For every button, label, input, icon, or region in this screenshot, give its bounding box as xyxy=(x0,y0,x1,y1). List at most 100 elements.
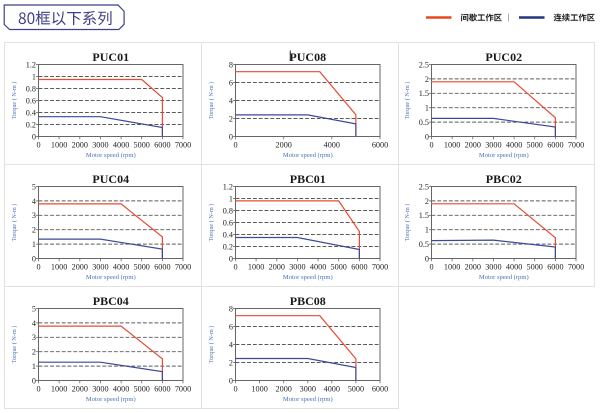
svg-text:4: 4 xyxy=(32,197,36,206)
svg-text:3000: 3000 xyxy=(92,262,108,271)
svg-text:1.2: 1.2 xyxy=(223,182,233,191)
svg-text:6000: 6000 xyxy=(372,140,388,149)
svg-text:0: 0 xyxy=(429,262,433,271)
svg-text:1.5: 1.5 xyxy=(419,89,429,98)
svg-text:0: 0 xyxy=(36,384,40,393)
svg-text:0: 0 xyxy=(425,132,429,141)
svg-text:1000: 1000 xyxy=(444,262,460,271)
svg-text:2: 2 xyxy=(425,197,429,206)
svg-text:2: 2 xyxy=(425,75,429,84)
svg-text:0.5: 0.5 xyxy=(419,118,429,127)
svg-text:0: 0 xyxy=(233,140,237,149)
svg-text:0: 0 xyxy=(429,140,433,149)
svg-text:1: 1 xyxy=(32,362,36,371)
svg-text:6000: 6000 xyxy=(154,140,170,149)
svg-text:5: 5 xyxy=(32,304,36,313)
svg-text:1000: 1000 xyxy=(251,384,267,393)
svg-text:8: 8 xyxy=(229,304,233,313)
svg-text:0: 0 xyxy=(233,384,237,393)
svg-text:4000: 4000 xyxy=(113,140,129,149)
svg-text:1.2: 1.2 xyxy=(26,60,36,69)
svg-text:4000: 4000 xyxy=(113,262,129,271)
svg-text:2000: 2000 xyxy=(72,140,88,149)
svg-text:0.6: 0.6 xyxy=(26,96,36,105)
svg-text:3000: 3000 xyxy=(485,262,501,271)
svg-text:3000: 3000 xyxy=(300,384,316,393)
svg-text:3000: 3000 xyxy=(289,262,305,271)
svg-text:1: 1 xyxy=(32,72,36,81)
svg-text:8: 8 xyxy=(229,60,233,69)
svg-text:Torque ( N-m ): Torque ( N-m ) xyxy=(208,82,215,120)
svg-text:2: 2 xyxy=(32,226,36,235)
svg-text:Torque ( N-m ): Torque ( N-m ) xyxy=(11,326,18,364)
svg-text:0: 0 xyxy=(32,376,36,385)
svg-text:0.2: 0.2 xyxy=(223,242,233,251)
svg-text:4000: 4000 xyxy=(310,262,326,271)
svg-text:6: 6 xyxy=(229,78,233,87)
svg-text:7000: 7000 xyxy=(175,140,191,149)
svg-text:0.4: 0.4 xyxy=(26,108,36,117)
svg-text:4: 4 xyxy=(229,96,233,105)
svg-text:4000: 4000 xyxy=(113,384,129,393)
svg-text:5000: 5000 xyxy=(331,262,347,271)
svg-text:1: 1 xyxy=(229,194,233,203)
svg-text:5000: 5000 xyxy=(134,140,150,149)
svg-text:Motor speed (rpm): Motor speed (rpm) xyxy=(479,274,529,281)
svg-text:PBC02: PBC02 xyxy=(486,172,522,186)
svg-text:0.2: 0.2 xyxy=(26,120,36,129)
svg-text:6: 6 xyxy=(229,322,233,331)
svg-text:2.5: 2.5 xyxy=(419,182,429,191)
svg-text:7000: 7000 xyxy=(568,262,584,271)
svg-text:2000: 2000 xyxy=(269,262,285,271)
svg-text:1: 1 xyxy=(425,226,429,235)
svg-text:1000: 1000 xyxy=(51,384,67,393)
svg-text:7000: 7000 xyxy=(175,262,191,271)
svg-text:Torque ( N-m ): Torque ( N-m ) xyxy=(208,204,215,242)
svg-text:5000: 5000 xyxy=(348,384,364,393)
svg-text:4000: 4000 xyxy=(506,140,522,149)
svg-text:2000: 2000 xyxy=(72,262,88,271)
svg-text:Torque ( N-m ): Torque ( N-m ) xyxy=(11,82,18,120)
svg-text:0.4: 0.4 xyxy=(223,230,233,239)
svg-text:1: 1 xyxy=(425,104,429,113)
svg-text:3: 3 xyxy=(32,333,36,342)
svg-text:1.5: 1.5 xyxy=(419,211,429,220)
svg-text:0.8: 0.8 xyxy=(26,84,36,93)
svg-text:5000: 5000 xyxy=(134,262,150,271)
svg-text:2: 2 xyxy=(32,348,36,357)
svg-text:PUC04: PUC04 xyxy=(92,172,129,186)
svg-text:0: 0 xyxy=(229,132,233,141)
svg-text:PBC08: PBC08 xyxy=(290,294,326,308)
svg-text:Motor speed (rpm): Motor speed (rpm) xyxy=(283,396,333,403)
svg-text:4000: 4000 xyxy=(324,140,340,149)
svg-text:PUC02: PUC02 xyxy=(485,50,522,64)
svg-text:0: 0 xyxy=(425,254,429,263)
svg-text:1000: 1000 xyxy=(248,262,264,271)
svg-text:4: 4 xyxy=(229,340,233,349)
svg-text:Torque ( N-m ): Torque ( N-m ) xyxy=(208,326,215,364)
svg-text:0: 0 xyxy=(233,262,237,271)
svg-text:3000: 3000 xyxy=(92,140,108,149)
svg-text:Motor speed (rpm): Motor speed (rpm) xyxy=(86,396,136,403)
svg-text:Motor speed (rpm): Motor speed (rpm) xyxy=(479,152,529,159)
svg-text:Torque ( N-m ): Torque ( N-m ) xyxy=(404,204,411,242)
svg-text:2: 2 xyxy=(229,358,233,367)
svg-text:Torque ( N-m ): Torque ( N-m ) xyxy=(404,82,411,120)
svg-text:6000: 6000 xyxy=(372,384,388,393)
svg-text:PBC04: PBC04 xyxy=(93,294,129,308)
svg-text:0: 0 xyxy=(229,254,233,263)
svg-text:1000: 1000 xyxy=(444,140,460,149)
svg-text:6000: 6000 xyxy=(547,262,563,271)
svg-text:PUC08: PUC08 xyxy=(289,50,326,64)
svg-text:PBC01: PBC01 xyxy=(290,172,326,186)
svg-text:2000: 2000 xyxy=(276,140,292,149)
svg-text:5: 5 xyxy=(32,182,36,191)
svg-text:0: 0 xyxy=(36,140,40,149)
svg-text:3000: 3000 xyxy=(485,140,501,149)
svg-text:Motor speed (rpm): Motor speed (rpm) xyxy=(283,274,333,281)
svg-text:5000: 5000 xyxy=(527,262,543,271)
svg-text:Motor speed (rpm): Motor speed (rpm) xyxy=(86,152,136,159)
svg-text:0: 0 xyxy=(32,132,36,141)
svg-text:3: 3 xyxy=(32,211,36,220)
svg-text:Torque ( N-m ): Torque ( N-m ) xyxy=(11,204,18,242)
